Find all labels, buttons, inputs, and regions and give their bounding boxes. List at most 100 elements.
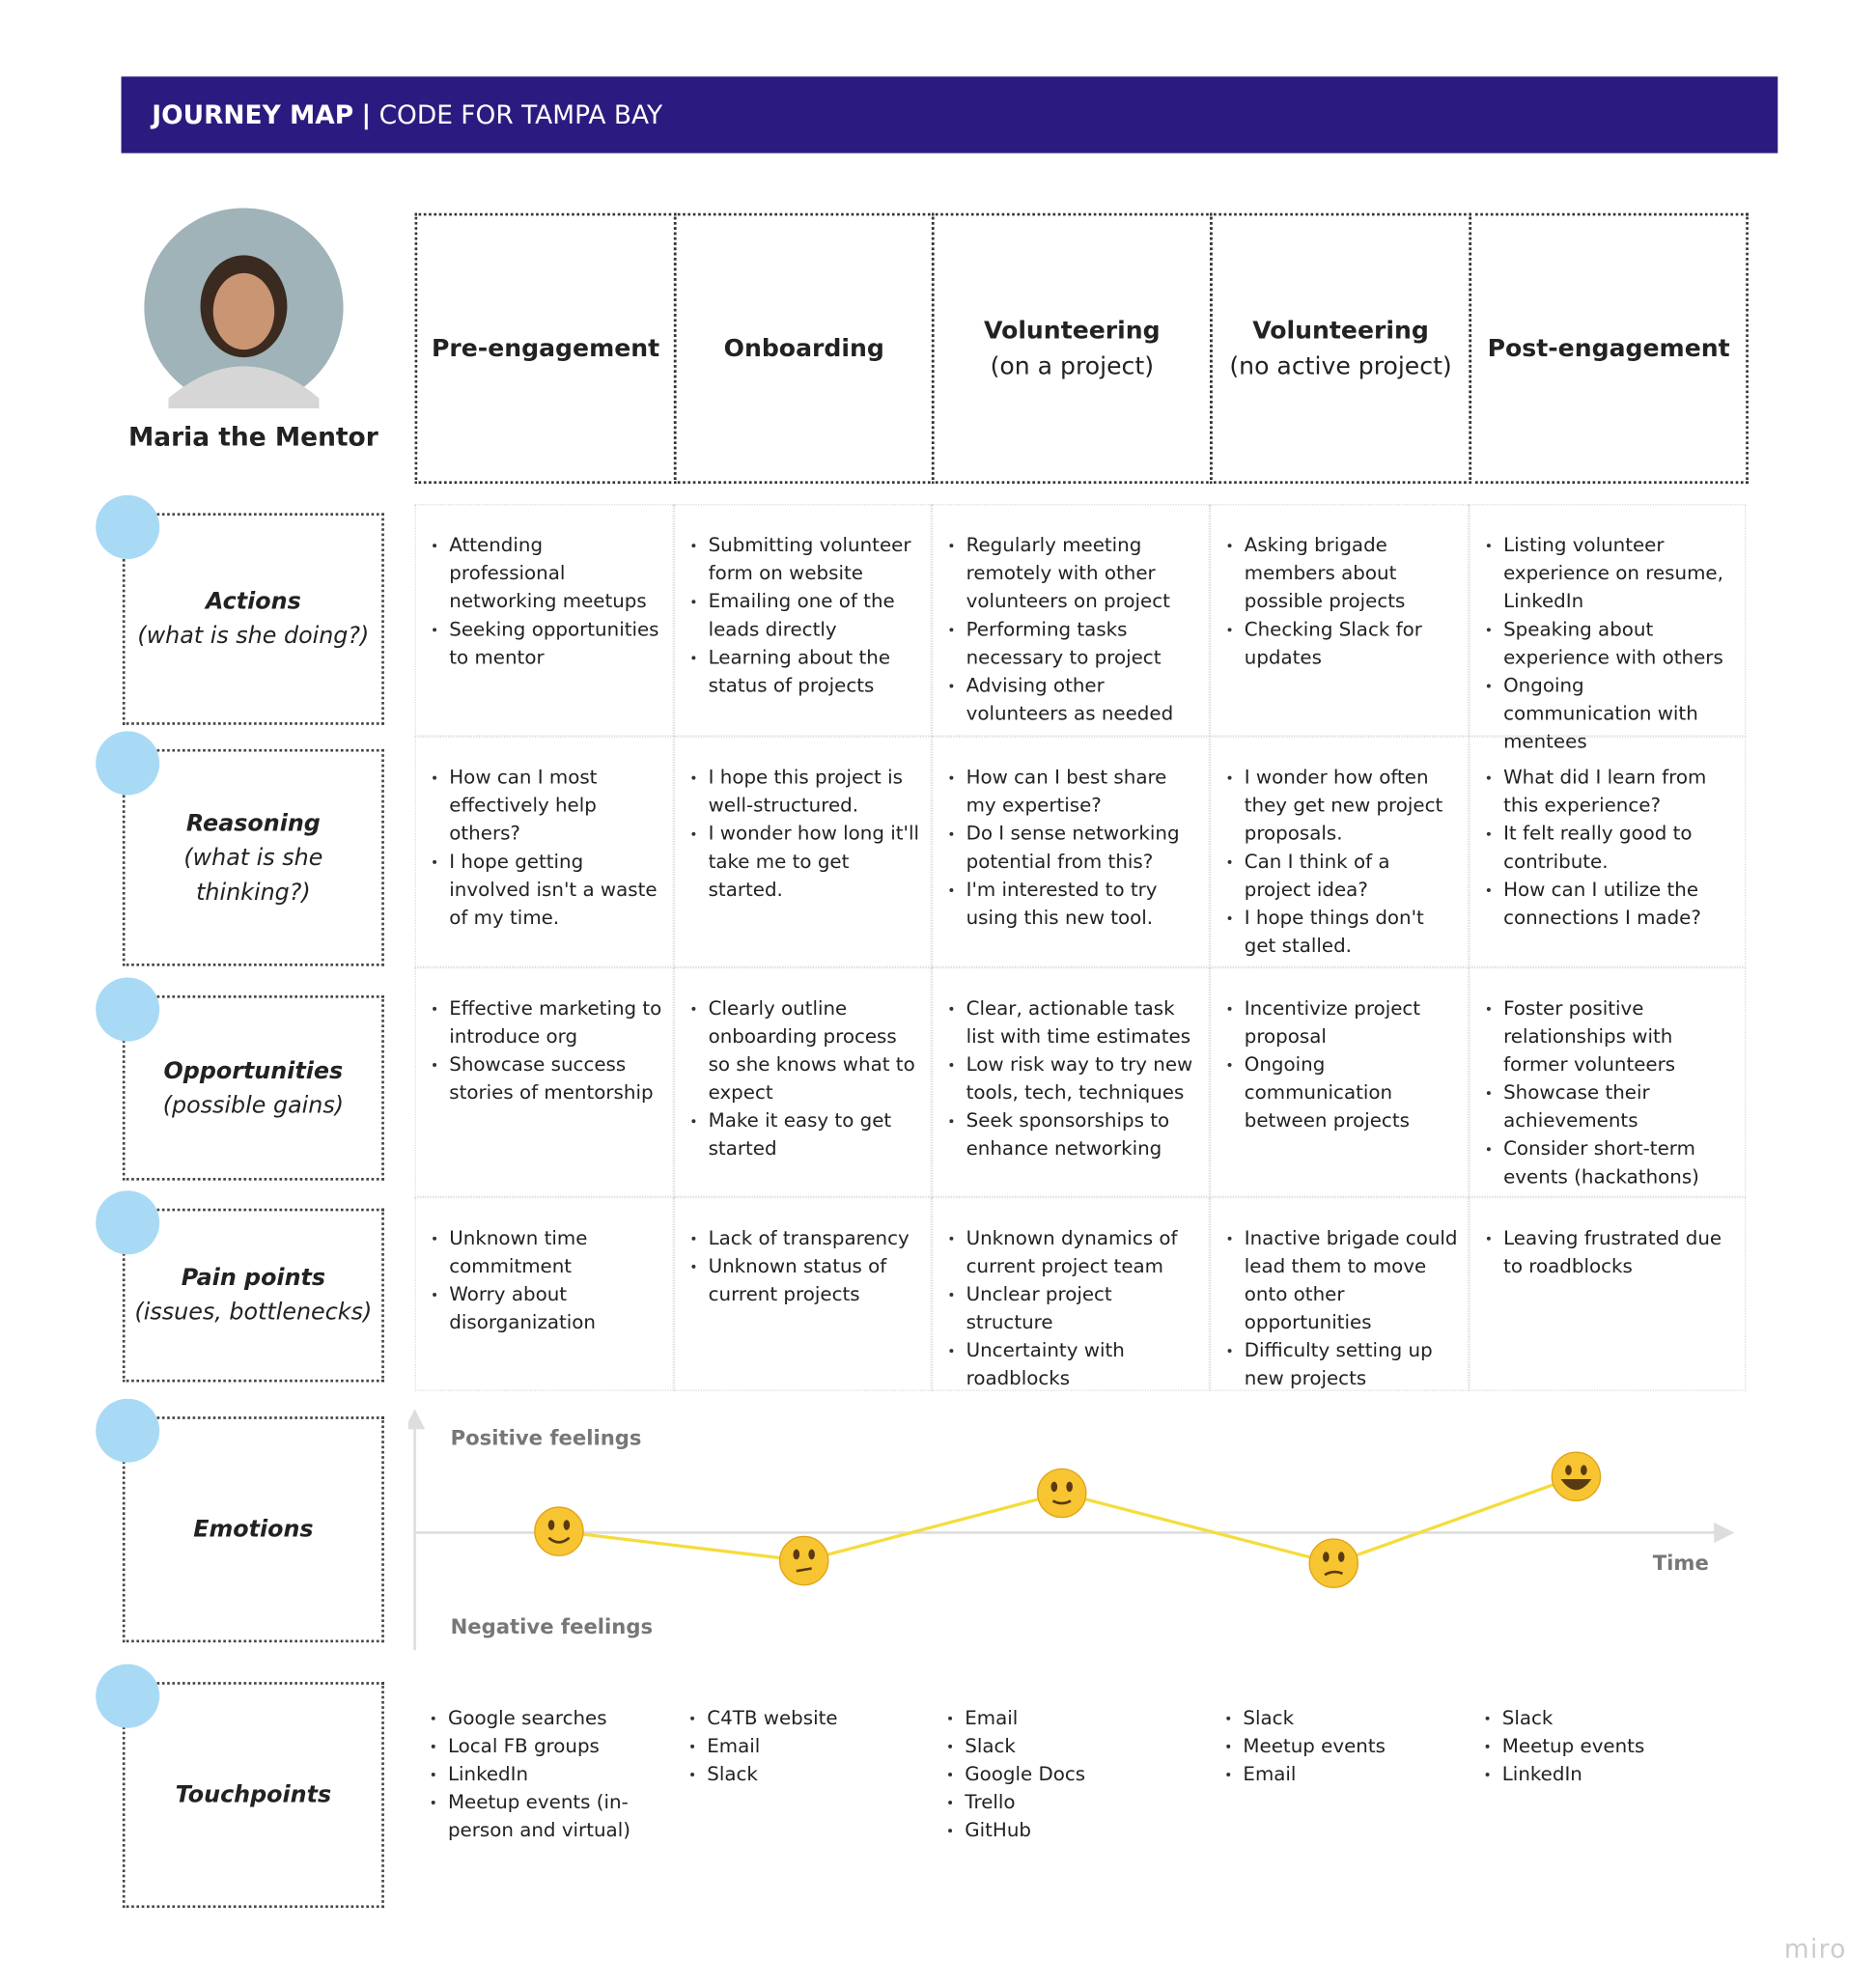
bullet: What did I learn from this experience?: [1486, 763, 1734, 819]
cell: C4TB website Email Slack: [674, 1678, 932, 1915]
bullet-list: How can I most effectively help others? I…: [429, 763, 662, 931]
bullet-list: Slack Meetup events LinkedIn: [1482, 1704, 1736, 1788]
bullet: Slack: [690, 1760, 921, 1788]
bullet-list: C4TB website Email Slack: [686, 1704, 921, 1788]
cell: Leaving frustrated due to roadblocks: [1469, 1196, 1747, 1391]
emotion-face: [1308, 1538, 1359, 1588]
row-title: Actions: [205, 588, 301, 616]
persona-name: Maria the Mentor: [127, 421, 378, 452]
bullet-list: Clear, actionable task list with time es…: [945, 994, 1198, 1162]
bullet: Clearly outline onboarding process so sh…: [691, 994, 920, 1106]
cell: Foster positive relationships with forme…: [1469, 966, 1747, 1197]
row-title: Emotions: [193, 1516, 314, 1544]
row-icon: [96, 977, 160, 1042]
negative-label: Negative feelings: [450, 1614, 654, 1639]
bullet-list: Unknown dynamics of current project team…: [945, 1224, 1198, 1392]
row-subtitle: (what is she thinking?): [183, 844, 323, 906]
emotion-face: [1551, 1451, 1602, 1502]
bullet: Unknown time commitment: [433, 1224, 662, 1280]
bullet: Leaving frustrated due to roadblocks: [1486, 1224, 1734, 1280]
bullet-list: I hope this project is well-structured. I…: [687, 763, 920, 903]
stage-subtitle: (on a project): [990, 351, 1155, 380]
stage-header: Volunteering (no active project): [1210, 212, 1472, 484]
row-icon: [96, 1190, 160, 1255]
cell: Slack Meetup events Email: [1210, 1678, 1469, 1915]
stage-header: Pre-engagement: [414, 212, 677, 484]
bullet: Local FB groups: [431, 1732, 663, 1760]
bullet-list: How can I best share my expertise? Do I s…: [945, 763, 1198, 931]
row-title: Pain points: [181, 1264, 326, 1292]
bullet: I wonder how often they get new project …: [1227, 763, 1458, 847]
bullet: Consider short-term events (hackathons): [1486, 1134, 1734, 1190]
bullet: How can I utilize the connections I made…: [1486, 876, 1734, 932]
bullet: Seeking opportunities to mentor: [433, 615, 662, 671]
bullet: Regularly meeting remotely with other vo…: [949, 531, 1199, 615]
stage-subtitle: (no active project): [1229, 351, 1452, 380]
row-icon: [96, 1664, 160, 1728]
cell: Unknown dynamics of current project team…: [931, 1196, 1211, 1392]
cell: Slack Meetup events LinkedIn: [1469, 1678, 1746, 1915]
bullet-list: Clearly outline onboarding process so sh…: [687, 994, 920, 1162]
row-label: Emotions: [122, 1416, 384, 1643]
bullet-list: Google searches Local FB groups LinkedIn Me…: [428, 1704, 664, 1844]
bullet-list: I wonder how often they get new project …: [1224, 763, 1458, 960]
row-subtitle: (what is she doing?): [137, 623, 370, 650]
bullet: Make it easy to get started: [691, 1106, 920, 1162]
cell: How can I best share my expertise? Do I s…: [931, 736, 1211, 967]
miro-logo: miro: [1783, 1933, 1847, 1965]
row-label: Opportunities (possible gains): [122, 995, 384, 1181]
bullet: Showcase their achievements: [1486, 1078, 1734, 1134]
cell: Google searches Local FB groups LinkedIn Me…: [415, 1678, 674, 1915]
row-title: Opportunities: [163, 1057, 344, 1084]
bullet: It felt really good to contribute.: [1486, 820, 1734, 876]
cell: Attending professional networking meetup…: [414, 504, 674, 737]
row-icon: [96, 731, 160, 796]
bullet: I hope getting involved isn't a waste of…: [433, 848, 662, 932]
bullet: Unclear project structure: [949, 1280, 1199, 1336]
bullet: GitHub: [948, 1816, 1199, 1844]
bullet: I'm interested to try using this new too…: [949, 876, 1199, 932]
bullet-list: Lack of transparency Unknown status of cu…: [687, 1224, 920, 1308]
bullet: Learning about the status of projects: [691, 643, 920, 699]
stage-header: Post-engagement: [1469, 212, 1749, 484]
bullet: Speaking about experience with others: [1486, 615, 1734, 671]
bullet: Meetup events (in-person and virtual): [431, 1788, 663, 1844]
cell: I wonder how often they get new project …: [1210, 736, 1470, 967]
bullet: Advising other volunteers as needed: [949, 671, 1199, 727]
stage-header: Onboarding: [673, 212, 935, 484]
bullet: Ongoing communication between projects: [1227, 1050, 1458, 1134]
bullet: Emailing one of the leads directly: [691, 587, 920, 643]
bullet-list: Unknown time commitment Worry about disor…: [429, 1224, 662, 1336]
bullet: How can I best share my expertise?: [949, 763, 1199, 819]
cell: Lack of transparency Unknown status of cu…: [673, 1196, 932, 1391]
bullet-list: Listing volunteer experience on resume, …: [1483, 531, 1734, 756]
bullet: Foster positive relationships with forme…: [1486, 994, 1734, 1078]
bullet-list: Inactive brigade could lead them to move…: [1224, 1224, 1458, 1392]
bullet: Unknown status of current projects: [691, 1252, 920, 1308]
row-label: Actions (what is she doing?): [122, 513, 384, 725]
bullet: Difficulty setting up new projects: [1227, 1336, 1458, 1392]
bullet: Slack: [948, 1732, 1199, 1760]
row-title: Touchpoints: [175, 1781, 332, 1808]
cell: Inactive brigade could lead them to move…: [1210, 1196, 1470, 1392]
bullet: Ongoing communication with mentees: [1486, 671, 1734, 755]
bullet: Do I sense networking potential from thi…: [949, 820, 1199, 876]
cell: I hope this project is well-structured. I…: [673, 736, 932, 967]
stage-title: Volunteering: [984, 316, 1161, 345]
header-subtitle: CODE FOR TAMPA BAY: [378, 99, 663, 130]
stage-title: Pre-engagement: [431, 334, 660, 363]
bullet: Can I think of a project idea?: [1227, 848, 1458, 904]
bullet-list: Regularly meeting remotely with other vo…: [945, 531, 1198, 728]
bullet: Submitting volunteer form on website: [691, 531, 920, 587]
bullet: Email: [690, 1732, 921, 1760]
cell: Incentivize project proposal Ongoing comm…: [1210, 966, 1470, 1197]
bullet: C4TB website: [690, 1704, 921, 1732]
cell: Regularly meeting remotely with other vo…: [931, 504, 1211, 737]
bullet: Seek sponsorships to enhance networking: [949, 1106, 1199, 1162]
persona-photo: [144, 208, 344, 408]
cell: Email Slack Google Docs Trello GitHub: [932, 1678, 1210, 1915]
bullet: Showcase success stories of mentorship: [433, 1050, 662, 1106]
bullet: Worry about disorganization: [433, 1280, 662, 1336]
bullet-list: Attending professional networking meetup…: [429, 531, 662, 671]
row-icon: [96, 1398, 160, 1463]
